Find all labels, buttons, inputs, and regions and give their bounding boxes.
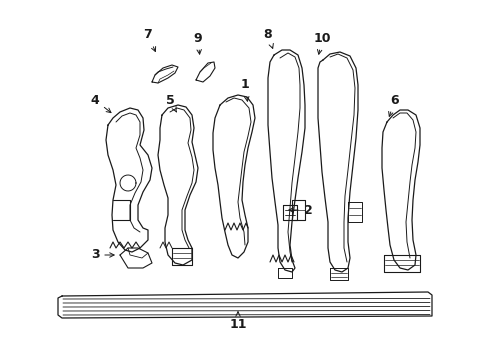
Text: 8: 8	[263, 28, 273, 48]
Text: 1: 1	[240, 78, 249, 101]
Text: 2: 2	[288, 203, 312, 216]
Text: 6: 6	[388, 94, 399, 116]
Text: 5: 5	[165, 94, 176, 112]
Text: 7: 7	[143, 28, 155, 51]
Text: 10: 10	[313, 31, 330, 54]
Text: 9: 9	[193, 31, 202, 54]
Text: 4: 4	[90, 94, 111, 113]
Text: 3: 3	[90, 248, 114, 261]
Text: 11: 11	[229, 312, 246, 332]
